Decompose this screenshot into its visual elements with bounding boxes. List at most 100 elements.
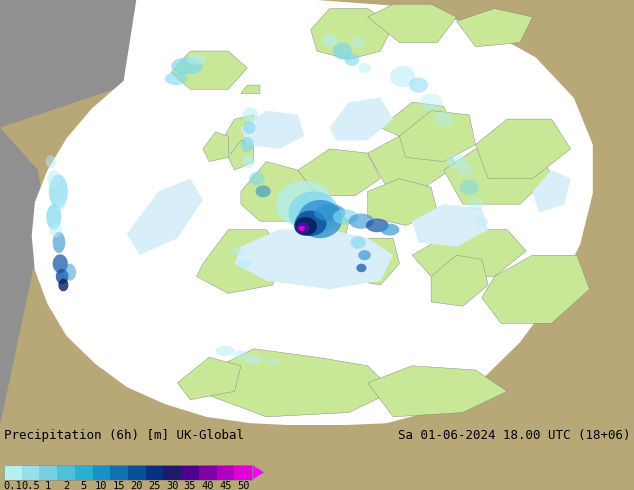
Polygon shape: [412, 230, 526, 276]
Polygon shape: [63, 264, 76, 281]
Polygon shape: [276, 181, 333, 227]
Text: 45: 45: [219, 481, 231, 490]
Polygon shape: [236, 259, 252, 268]
Text: 30: 30: [166, 481, 179, 490]
Polygon shape: [349, 238, 399, 285]
Polygon shape: [241, 162, 317, 221]
Polygon shape: [241, 137, 254, 152]
Polygon shape: [46, 155, 56, 168]
Bar: [110, 465, 128, 480]
Polygon shape: [266, 358, 279, 365]
Polygon shape: [349, 214, 374, 229]
Bar: [22, 465, 40, 480]
Text: 5: 5: [81, 481, 87, 490]
Polygon shape: [380, 102, 456, 145]
Polygon shape: [241, 85, 260, 94]
Polygon shape: [243, 121, 256, 134]
Polygon shape: [58, 279, 68, 292]
Polygon shape: [294, 217, 317, 236]
Text: 50: 50: [237, 481, 249, 490]
Polygon shape: [368, 179, 437, 225]
Polygon shape: [32, 0, 593, 425]
Text: 15: 15: [113, 481, 126, 490]
Polygon shape: [178, 357, 241, 400]
Text: Precipitation (6h) [m] UK-Global: Precipitation (6h) [m] UK-Global: [4, 429, 244, 442]
Bar: [4, 465, 252, 480]
Polygon shape: [330, 98, 393, 140]
Polygon shape: [235, 230, 393, 289]
Polygon shape: [356, 264, 366, 272]
Polygon shape: [0, 0, 139, 127]
Polygon shape: [231, 247, 244, 254]
Polygon shape: [468, 198, 483, 211]
Polygon shape: [458, 164, 474, 176]
Polygon shape: [476, 119, 571, 179]
Polygon shape: [366, 219, 389, 232]
Polygon shape: [55, 198, 65, 211]
Polygon shape: [243, 107, 258, 122]
Polygon shape: [256, 185, 271, 197]
Polygon shape: [390, 66, 415, 87]
Text: 20: 20: [131, 481, 143, 490]
Text: 35: 35: [184, 481, 197, 490]
Polygon shape: [368, 4, 456, 43]
Bar: [199, 465, 217, 480]
Polygon shape: [412, 204, 488, 246]
Polygon shape: [222, 115, 260, 153]
Polygon shape: [333, 209, 358, 224]
Text: 25: 25: [148, 481, 161, 490]
Polygon shape: [351, 236, 366, 249]
Polygon shape: [482, 255, 590, 323]
Polygon shape: [297, 222, 309, 233]
Bar: [39, 465, 58, 480]
Polygon shape: [165, 73, 188, 85]
Polygon shape: [197, 230, 285, 294]
Bar: [146, 465, 164, 480]
Polygon shape: [358, 63, 371, 73]
Text: 40: 40: [202, 481, 214, 490]
Polygon shape: [53, 254, 68, 273]
Polygon shape: [216, 346, 235, 356]
Polygon shape: [444, 145, 552, 204]
Polygon shape: [233, 351, 249, 359]
Text: 10: 10: [95, 481, 108, 490]
Polygon shape: [358, 250, 371, 260]
Polygon shape: [311, 8, 393, 60]
Polygon shape: [127, 179, 203, 255]
Bar: [4, 465, 22, 480]
Polygon shape: [352, 37, 365, 48]
Polygon shape: [299, 226, 305, 231]
Polygon shape: [434, 111, 453, 127]
Text: 0.1: 0.1: [3, 481, 22, 490]
Text: 1: 1: [45, 481, 51, 490]
Polygon shape: [171, 51, 247, 89]
Polygon shape: [53, 232, 65, 253]
Polygon shape: [298, 149, 380, 196]
Polygon shape: [409, 77, 428, 93]
Polygon shape: [533, 170, 571, 213]
Polygon shape: [314, 204, 346, 221]
Polygon shape: [49, 174, 68, 208]
Polygon shape: [203, 349, 393, 417]
Bar: [57, 465, 75, 480]
Polygon shape: [242, 155, 255, 168]
Polygon shape: [187, 54, 206, 65]
Polygon shape: [171, 57, 203, 74]
Polygon shape: [298, 200, 342, 238]
Polygon shape: [244, 354, 263, 365]
Bar: [75, 465, 93, 480]
Polygon shape: [447, 154, 466, 169]
Text: 0.5: 0.5: [21, 481, 40, 490]
Polygon shape: [333, 43, 352, 60]
Bar: [128, 465, 146, 480]
Polygon shape: [420, 94, 443, 111]
Polygon shape: [399, 111, 476, 162]
Polygon shape: [322, 34, 337, 47]
Polygon shape: [460, 179, 479, 195]
Polygon shape: [368, 136, 456, 187]
Polygon shape: [431, 255, 488, 306]
Polygon shape: [0, 127, 44, 425]
Polygon shape: [228, 140, 254, 170]
Polygon shape: [203, 132, 228, 162]
Polygon shape: [241, 111, 304, 149]
